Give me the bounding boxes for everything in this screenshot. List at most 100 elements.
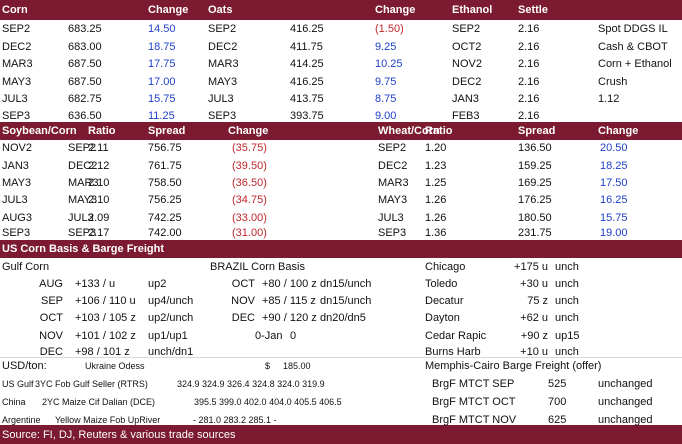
header-band bbox=[0, 122, 682, 140]
column-header: Change bbox=[148, 4, 189, 16]
cell: SEP bbox=[40, 295, 63, 307]
cell: SEP2 bbox=[208, 23, 237, 35]
cell: SEP3 bbox=[68, 227, 97, 239]
cell: NOV2 bbox=[452, 58, 482, 70]
cell: 1.26 bbox=[425, 212, 447, 224]
cell: 2.12 bbox=[88, 160, 110, 172]
cell: dn15/unch bbox=[320, 278, 372, 290]
cell: 18.75 bbox=[148, 41, 176, 53]
cell: $ bbox=[265, 361, 271, 371]
cell: OCT2 bbox=[452, 41, 482, 53]
cell: (34.75) bbox=[232, 194, 267, 206]
cell: 176.25 bbox=[518, 194, 552, 206]
cell: Ukraine Odess bbox=[85, 361, 145, 371]
cell: 17.50 bbox=[600, 177, 628, 189]
column-header: Change bbox=[228, 125, 269, 137]
cell: SEP3 bbox=[2, 110, 31, 122]
cell: Toledo bbox=[425, 278, 458, 290]
cell: (1.50) bbox=[375, 23, 404, 35]
cell: +30 u bbox=[520, 278, 548, 290]
cell: DEC2 bbox=[2, 41, 32, 53]
cell: AUG bbox=[39, 278, 63, 290]
cell: SEP3 bbox=[208, 110, 237, 122]
cell: 761.75 bbox=[148, 160, 182, 172]
cell: 19.00 bbox=[600, 227, 628, 239]
cell: +80 / 100 z bbox=[262, 278, 317, 290]
cell: 14.50 bbox=[148, 23, 176, 35]
cell: 169.25 bbox=[518, 177, 552, 189]
cell: 1.23 bbox=[425, 160, 447, 172]
cell: 411.75 bbox=[290, 41, 323, 53]
cell: MAR3 bbox=[208, 58, 239, 70]
column-header: Wheat/Corn bbox=[378, 125, 440, 137]
footer-band bbox=[0, 425, 682, 444]
cell: 683.00 bbox=[68, 41, 102, 53]
cell: US Gulf bbox=[2, 379, 34, 389]
cell: 2.10 bbox=[88, 194, 110, 206]
cell: 683.25 bbox=[68, 23, 102, 35]
cell: 413.75 bbox=[290, 93, 324, 105]
cell: unchanged bbox=[598, 414, 653, 426]
cell: 2.17 bbox=[88, 227, 110, 239]
cell: 2.09 bbox=[88, 212, 110, 224]
cell: MAY3 bbox=[378, 194, 408, 206]
cell: +133 / u bbox=[75, 278, 116, 290]
cell: USD/ton: bbox=[2, 360, 47, 372]
cell: Corn + Ethanol bbox=[598, 58, 672, 70]
cell: Dayton bbox=[425, 312, 460, 324]
cell: 15.75 bbox=[148, 93, 176, 105]
cell: 687.50 bbox=[68, 76, 102, 88]
cell: 416.25 bbox=[290, 23, 324, 35]
cell: 756.25 bbox=[148, 194, 182, 206]
cell: 17.00 bbox=[148, 76, 176, 88]
cell: DEC2 bbox=[452, 76, 482, 88]
cell: +10 u bbox=[520, 346, 548, 358]
column-header: Oats bbox=[208, 4, 233, 16]
cell: 1.26 bbox=[425, 194, 447, 206]
cell: 1.12 bbox=[598, 93, 620, 105]
cell: Cedar Rapic bbox=[425, 330, 487, 342]
cell: 9.75 bbox=[375, 76, 397, 88]
cell: dn15/unch bbox=[320, 295, 372, 307]
cell: 2.11 bbox=[88, 142, 109, 154]
cell: +101 / 102 z bbox=[75, 330, 136, 342]
cell: JAN3 bbox=[2, 160, 29, 172]
cell: NOV bbox=[39, 330, 63, 342]
cell: FEB3 bbox=[452, 110, 480, 122]
cell: 1.36 bbox=[425, 227, 447, 239]
column-header: Ratio bbox=[88, 125, 116, 137]
cell: 682.75 bbox=[68, 93, 102, 105]
cell: BrgF MTCT SEP bbox=[432, 378, 515, 390]
cell: MAY3 bbox=[68, 194, 98, 206]
cell: (39.50) bbox=[232, 160, 267, 172]
cell: JUL3 bbox=[208, 93, 234, 105]
section-title: US Corn Basis & Barge Freight bbox=[2, 243, 164, 255]
cell: 1.25 bbox=[425, 177, 447, 189]
cell: JUL3 bbox=[2, 93, 28, 105]
header-band bbox=[0, 0, 682, 20]
cell: JUL3 bbox=[2, 194, 28, 206]
cell: 136.50 bbox=[518, 142, 552, 154]
cell: up4/unch bbox=[148, 295, 194, 307]
cell: 2.16 bbox=[518, 23, 540, 35]
cell: 11.25 bbox=[148, 110, 175, 122]
cell: SEP2 bbox=[68, 142, 97, 154]
cell: +90 z bbox=[520, 330, 548, 342]
cell: Spot DDGS IL bbox=[598, 23, 668, 35]
column-header: Ratio bbox=[425, 125, 453, 137]
cell: JAN3 bbox=[452, 93, 479, 105]
cell: DEC2 bbox=[68, 160, 98, 172]
cell: unch bbox=[555, 295, 579, 307]
cell: 324.9 324.9 326.4 324.8 324.0 319.9 bbox=[177, 379, 325, 389]
cell: 231.75 bbox=[518, 227, 552, 239]
cell: 2.16 bbox=[518, 93, 540, 105]
cell: China bbox=[2, 397, 26, 407]
cell: DEC2 bbox=[378, 160, 408, 172]
cell: SEP3 bbox=[2, 227, 31, 239]
cell: BrgF MTCT NOV bbox=[432, 414, 517, 426]
cell: +85 / 115 z bbox=[262, 295, 316, 307]
cell: 9.00 bbox=[375, 110, 397, 122]
cell: 75 z bbox=[527, 295, 548, 307]
cell: - 281.0 283.2 285.1 - bbox=[193, 415, 277, 425]
